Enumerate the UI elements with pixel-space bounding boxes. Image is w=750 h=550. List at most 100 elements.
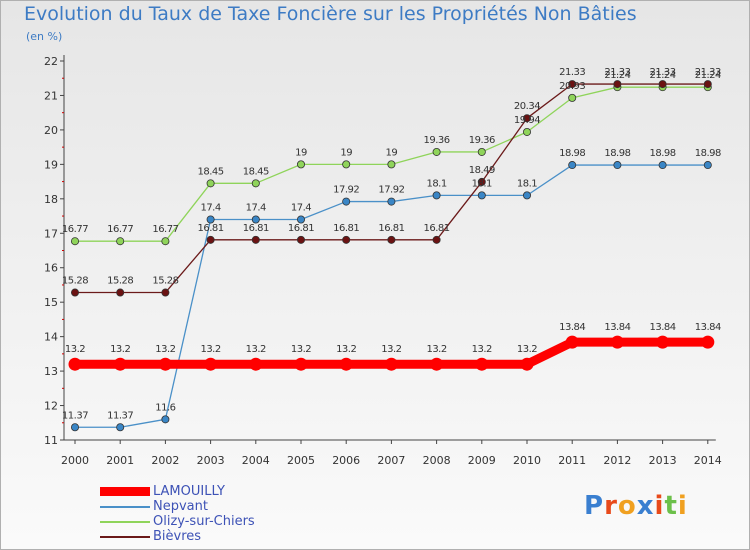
data-label: 16.81 — [424, 223, 450, 234]
data-label: 13.84 — [695, 322, 721, 333]
data-point — [656, 335, 670, 349]
legend-label: Nepvant — [153, 499, 208, 514]
data-point — [520, 357, 534, 371]
data-label: 15.28 — [107, 276, 133, 287]
x-tick-label: 2007 — [377, 454, 405, 467]
y-tick-label: 16 — [44, 262, 58, 275]
legend-label: Bièvres — [153, 529, 202, 544]
legend-label: LAMOUILLY — [153, 484, 225, 499]
data-point — [432, 191, 441, 200]
legend-item: Olizy-sur-Chiers — [100, 514, 255, 529]
data-point — [161, 237, 170, 246]
data-point — [158, 357, 172, 371]
data-point — [113, 357, 127, 371]
data-point — [658, 161, 667, 170]
data-label: 13.2 — [291, 344, 311, 355]
x-tick-label: 2003 — [197, 454, 225, 467]
data-label: 16.77 — [152, 224, 178, 235]
data-label: 18.49 — [469, 165, 495, 176]
data-label: 13.2 — [381, 344, 401, 355]
data-label: 13.84 — [604, 322, 630, 333]
data-label: 16.77 — [62, 224, 88, 235]
y-tick-label: 19 — [44, 158, 58, 171]
data-label: 18.1 — [472, 178, 492, 189]
data-point — [71, 237, 80, 246]
x-tick-label: 2006 — [332, 454, 360, 467]
data-label: 16.81 — [198, 223, 224, 234]
data-label: 13.2 — [110, 344, 130, 355]
data-point — [432, 235, 441, 244]
data-label: 19.36 — [469, 135, 495, 146]
data-point — [206, 215, 215, 224]
data-point — [296, 235, 305, 244]
y-tick-label: 17 — [44, 227, 58, 240]
x-tick-label: 2009 — [468, 454, 496, 467]
x-tick-label: 2002 — [151, 454, 179, 467]
data-label: 21.24 — [695, 70, 721, 81]
data-label: 18.45 — [243, 166, 269, 177]
x-tick-label: 2011 — [558, 454, 586, 467]
logo-letter: o — [617, 491, 637, 521]
data-point — [523, 127, 532, 136]
legend-item: LAMOUILLY — [100, 484, 255, 499]
logo-letter: t — [664, 491, 678, 521]
data-point — [116, 288, 125, 297]
data-point — [342, 160, 351, 169]
data-label: 19 — [386, 147, 398, 158]
data-label: 11.6 — [155, 402, 175, 413]
y-tick-label: 15 — [44, 296, 58, 309]
data-label: 18.1 — [426, 178, 446, 189]
legend-label: Olizy-sur-Chiers — [153, 514, 255, 529]
data-label: 16.81 — [378, 223, 404, 234]
data-point — [251, 215, 260, 224]
data-label: 17.4 — [246, 202, 266, 213]
legend-swatch — [100, 506, 150, 508]
legend-item: Nepvant — [100, 499, 255, 514]
x-tick-label: 2013 — [649, 454, 677, 467]
data-label: 18.98 — [604, 148, 630, 159]
x-tick-label: 2014 — [694, 454, 722, 467]
data-label: 20.34 — [514, 101, 540, 112]
data-point — [701, 335, 715, 349]
data-point — [296, 160, 305, 169]
data-point — [658, 80, 667, 89]
data-point — [610, 335, 624, 349]
data-point — [565, 335, 579, 349]
data-point — [161, 415, 170, 424]
data-point — [249, 357, 263, 371]
legend-swatch — [100, 521, 150, 523]
data-label: 11.37 — [62, 410, 88, 421]
y-tick-label: 12 — [44, 400, 58, 413]
y-tick-label: 14 — [44, 331, 58, 344]
legend-swatch — [100, 536, 150, 538]
legend-swatch — [100, 487, 150, 496]
data-label: 16.81 — [243, 223, 269, 234]
data-label: 21.24 — [650, 70, 676, 81]
y-tick-label: 13 — [44, 365, 58, 378]
x-tick-label: 2008 — [423, 454, 451, 467]
data-point — [613, 80, 622, 89]
logo-letter: i — [654, 491, 665, 521]
y-axis-unit: (en %) — [26, 30, 63, 43]
data-point — [71, 423, 80, 432]
y-tick-label: 18 — [44, 193, 58, 206]
data-point — [568, 80, 577, 89]
y-tick-label: 21 — [44, 89, 58, 102]
data-label: 13.2 — [426, 344, 446, 355]
data-point — [387, 235, 396, 244]
data-label: 19 — [340, 147, 352, 158]
data-label: 15.28 — [62, 276, 88, 287]
y-tick-label: 11 — [44, 434, 58, 447]
data-point — [387, 160, 396, 169]
data-label: 16.81 — [288, 223, 314, 234]
data-label: 21.33 — [650, 67, 676, 78]
data-point — [477, 147, 486, 156]
data-point — [116, 237, 125, 246]
data-point — [384, 357, 398, 371]
data-label: 21.33 — [695, 67, 721, 78]
data-point — [432, 147, 441, 156]
data-label: 19.36 — [424, 135, 450, 146]
data-label: 13.2 — [200, 344, 220, 355]
data-point — [339, 357, 353, 371]
